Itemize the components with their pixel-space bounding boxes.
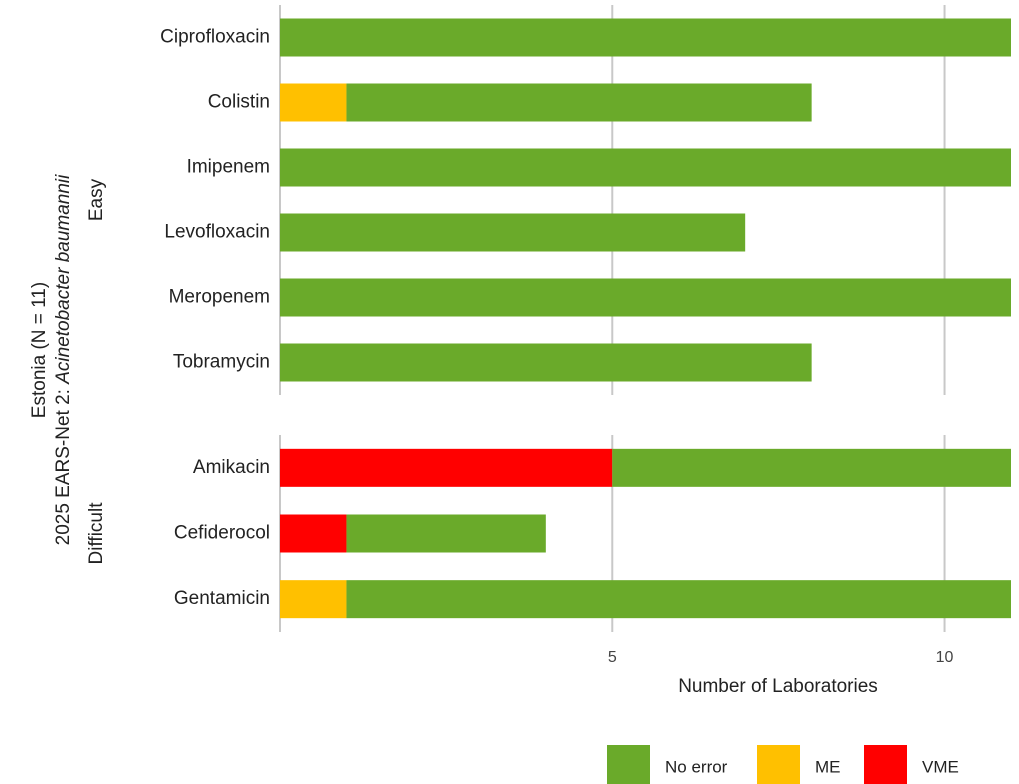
bar-segment bbox=[280, 278, 1011, 317]
legend-label: No error bbox=[665, 757, 728, 776]
x-tick-label: 10 bbox=[936, 649, 954, 666]
bar-segment bbox=[280, 343, 812, 382]
bar-segment bbox=[346, 83, 812, 122]
y-title-prefix: 2025 EARS-Net 2: bbox=[53, 389, 74, 545]
bar-segment bbox=[280, 148, 1011, 187]
y-tick-label: Ciprofloxacin bbox=[160, 27, 270, 48]
facet-label: Difficult bbox=[86, 502, 107, 565]
y-tick-label: Tobramycin bbox=[173, 352, 270, 373]
x-tick-label: 5 bbox=[608, 649, 617, 666]
y-title-line2: Estonia (N = 11) bbox=[29, 282, 50, 418]
y-tick-label: Imipenem bbox=[187, 157, 270, 178]
bar-segment bbox=[612, 448, 1011, 487]
bar-segment bbox=[280, 580, 347, 619]
bar-segment bbox=[346, 514, 546, 553]
x-title: Number of Laboratories bbox=[678, 676, 878, 697]
bar-segment bbox=[280, 18, 1011, 57]
legend-swatch bbox=[757, 745, 800, 784]
bar-segment bbox=[280, 213, 746, 252]
y-tick-label: Levofloxacin bbox=[164, 222, 270, 243]
legend-label: VME bbox=[922, 757, 959, 776]
facet-label: Easy bbox=[86, 178, 107, 221]
y-title-species: Acinetobacter baumannii bbox=[53, 174, 74, 385]
y-tick-label: Cefiderocol bbox=[174, 523, 270, 544]
bar-segment bbox=[280, 514, 347, 553]
y-tick-label: Meropenem bbox=[169, 287, 270, 308]
legend-swatch bbox=[864, 745, 907, 784]
bar-segment bbox=[346, 580, 1011, 619]
y-title: 2025 EARS-Net 2: Acinetobacter baumannii bbox=[53, 174, 74, 546]
bar-segment bbox=[280, 83, 347, 122]
bar-segment bbox=[280, 448, 613, 487]
y-tick-label: Gentamicin bbox=[174, 588, 270, 609]
y-tick-label: Colistin bbox=[208, 92, 270, 113]
y-tick-label: Amikacin bbox=[193, 457, 270, 478]
legend-swatch bbox=[607, 745, 650, 784]
legend-label: ME bbox=[815, 757, 841, 776]
